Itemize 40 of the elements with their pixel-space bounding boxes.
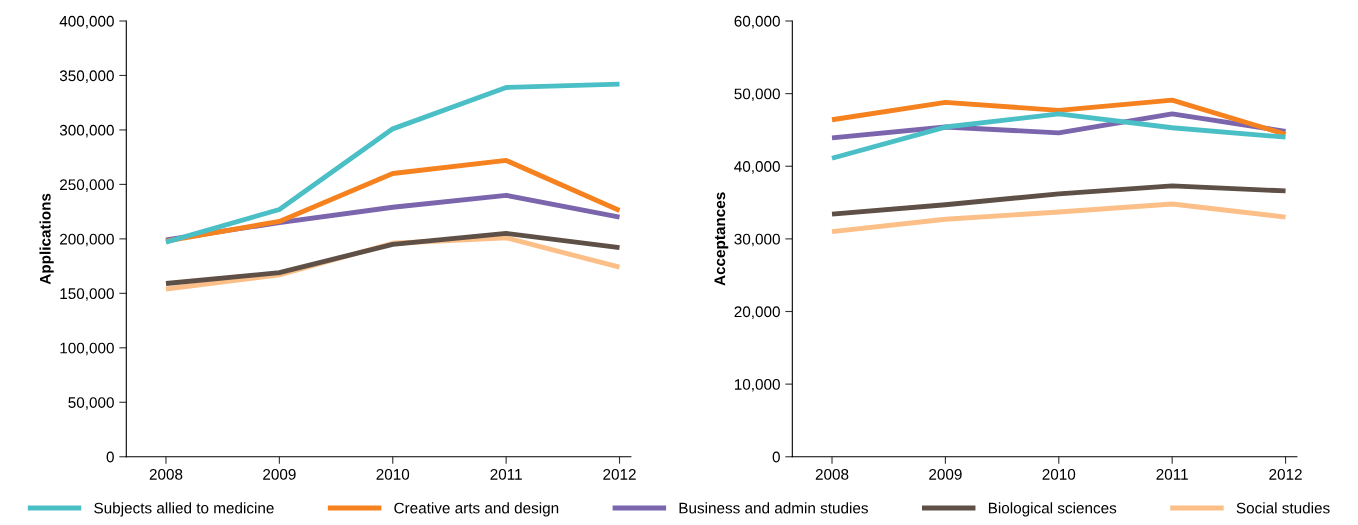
x-tick-label: 2008 <box>815 468 849 480</box>
line-series <box>829 111 1288 161</box>
legend-label: Biological sciences <box>988 502 1117 517</box>
y-tick-label: 400,000 <box>59 15 114 29</box>
x-tick-label: 2012 <box>1269 468 1302 480</box>
x-tick-label: 2011 <box>490 468 522 480</box>
legend-label: Creative arts and design <box>394 502 559 517</box>
y-tick-label: 100,000 <box>60 342 114 356</box>
x-tick-label: 2011 <box>1156 468 1188 480</box>
line-series <box>829 201 1288 235</box>
y-tick-label: 350,000 <box>59 70 114 83</box>
line-series <box>163 158 622 244</box>
y-tick-label: 50,000 <box>68 397 114 410</box>
x-tick-label: 2012 <box>603 468 636 480</box>
x-tick-label: 2010 <box>1042 468 1076 480</box>
line-series <box>829 183 1288 217</box>
x-tick-label: 2009 <box>929 468 962 480</box>
y-tick-label: 0 <box>772 451 780 463</box>
y-tick-label: 250,000 <box>60 179 114 192</box>
y-tick-label: 60,000 <box>734 15 780 29</box>
legend-label: Business and admin studies <box>679 502 868 514</box>
y-tick-label: 150,000 <box>60 288 114 301</box>
line-series <box>163 81 622 245</box>
y-tick-label: 300,000 <box>59 124 114 138</box>
x-tick-label: 2008 <box>149 468 183 480</box>
y-tick-label: 50,000 <box>734 88 780 102</box>
y-tick-label: 40,000 <box>734 161 780 174</box>
legend-label: Social studies <box>1236 502 1330 514</box>
legend-label: Subjects allied to medicine <box>94 502 274 517</box>
y-tick-label: 10,000 <box>734 378 780 392</box>
y-axis-title: Applications <box>39 193 54 285</box>
y-tick-label: 200,000 <box>60 233 114 247</box>
line-series <box>829 97 1288 137</box>
y-tick-label: 0 <box>106 451 114 463</box>
x-tick-label: 2009 <box>263 468 296 480</box>
line-series <box>163 231 622 286</box>
x-tick-label: 2010 <box>376 468 410 480</box>
y-tick-label: 20,000 <box>734 306 780 319</box>
y-tick-label: 30,000 <box>734 233 780 247</box>
y-axis-title: Acceptances <box>714 192 729 286</box>
